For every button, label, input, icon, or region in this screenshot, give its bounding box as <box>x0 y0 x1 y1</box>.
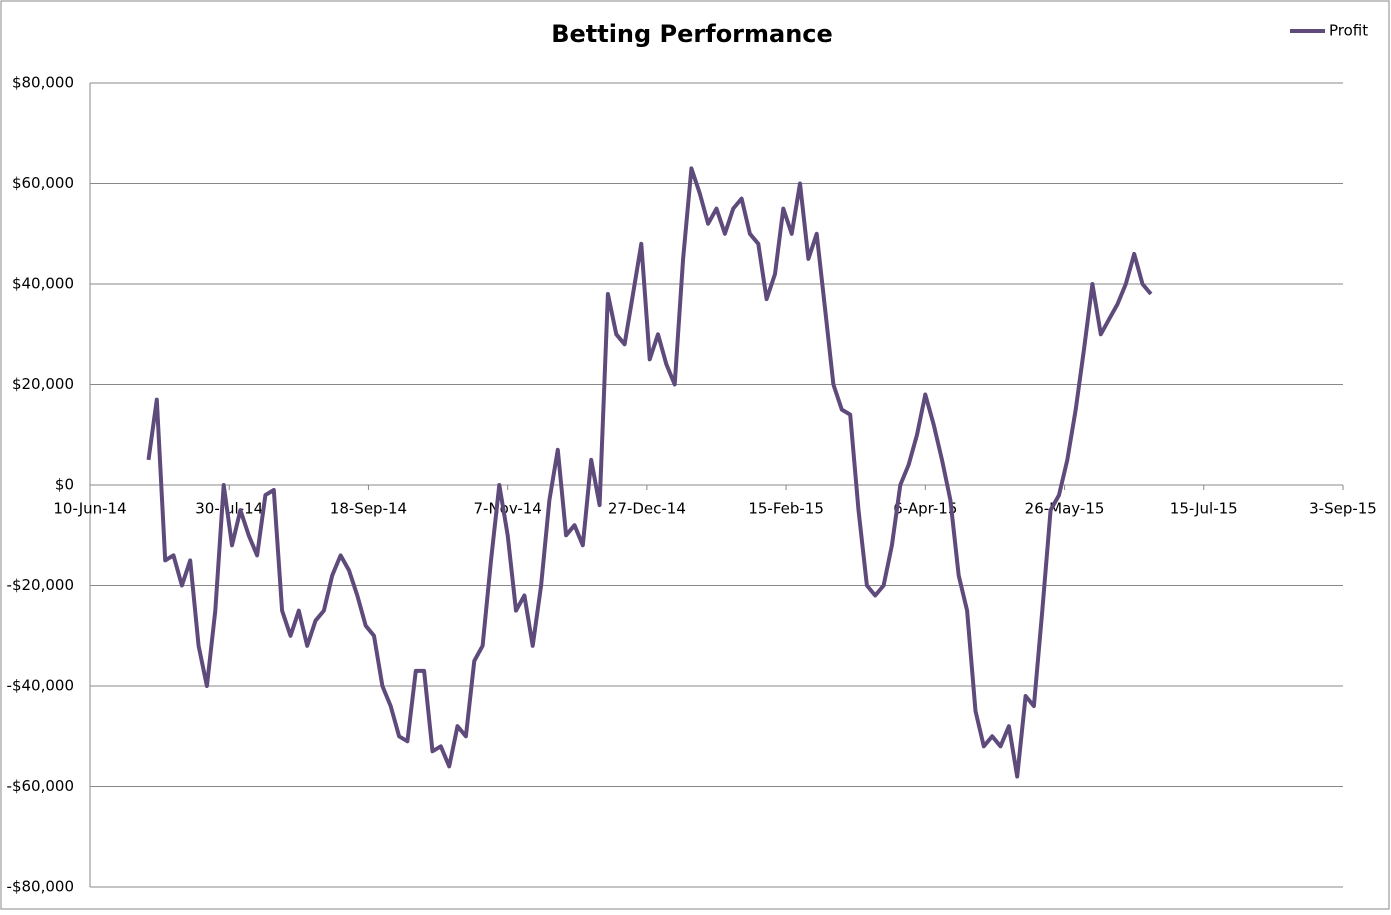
x-tick-label: 10-Jun-14 <box>53 500 126 518</box>
chart-title: Betting Performance <box>551 20 833 48</box>
x-tick-label: 15-Jul-15 <box>1170 500 1238 518</box>
y-tick-label: -$80,000 <box>7 878 74 896</box>
y-tick-label: $60,000 <box>12 174 74 192</box>
profit-line <box>146 166 1153 779</box>
y-tick-label: -$60,000 <box>7 777 74 795</box>
x-tick-label: 26-May-15 <box>1025 500 1105 518</box>
y-tick-label: $0 <box>55 476 74 494</box>
y-tick-label: $20,000 <box>12 375 74 393</box>
legend-label: Profit <box>1329 22 1368 40</box>
x-tick-label: 15-Feb-15 <box>748 500 824 518</box>
y-tick-label: $40,000 <box>12 275 74 293</box>
x-tick-label: 7-Nov-14 <box>474 500 542 518</box>
y-tick-label: $80,000 <box>12 74 74 92</box>
y-tick-label: -$40,000 <box>7 677 74 695</box>
x-tick-label: 30-Jul-14 <box>195 500 263 518</box>
y-tick-label: -$20,000 <box>7 576 74 594</box>
x-tick-label: 27-Dec-14 <box>608 500 686 518</box>
x-tick-label: 6-Apr-15 <box>893 500 957 518</box>
x-tick-label: 3-Sep-15 <box>1309 500 1377 518</box>
x-tick-label: 18-Sep-14 <box>330 500 407 518</box>
